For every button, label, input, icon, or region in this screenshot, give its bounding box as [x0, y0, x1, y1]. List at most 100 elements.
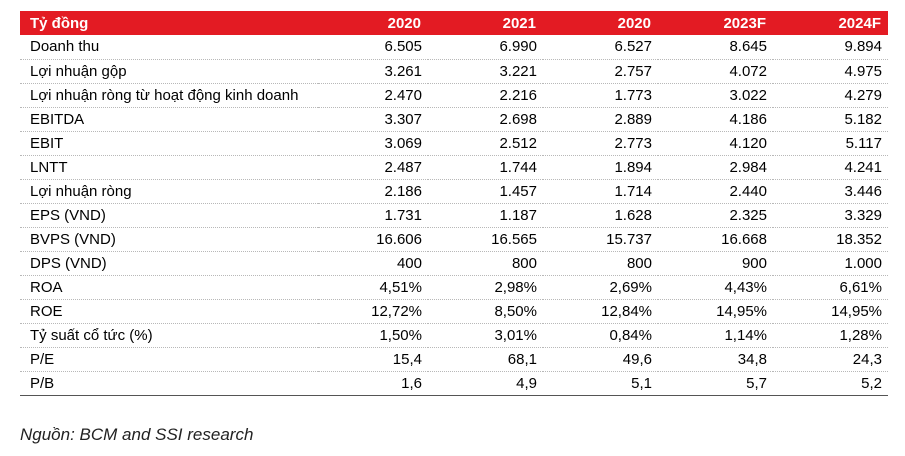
cell-value: 2.512 — [499, 134, 537, 152]
cell-value: 6,61% — [839, 278, 882, 296]
cell-value: 5,7 — [746, 374, 767, 392]
row-label: Lợi nhuận ròng từ hoạt động kinh doanh — [30, 86, 299, 104]
cell-value: 24,3 — [852, 350, 882, 368]
cell-value: 2.698 — [499, 110, 537, 128]
header-year-2: 2021 — [502, 14, 536, 32]
cell-value: 3.221 — [499, 62, 537, 80]
header-year-3: 2020 — [617, 14, 651, 32]
cell-value: 4.072 — [729, 62, 767, 80]
table-row: P/E 15,4 68,1 49,6 34,8 24,3 — [20, 347, 888, 371]
cell-value: 8.645 — [729, 38, 767, 56]
cell-value: 3.069 — [384, 134, 422, 152]
cell-value: 5.182 — [844, 110, 882, 128]
cell-value: 5,2 — [861, 374, 882, 392]
cell-value: 6.527 — [614, 38, 652, 56]
cell-value: 16.606 — [376, 230, 422, 248]
cell-value: 2.440 — [729, 182, 767, 200]
cell-value: 4,9 — [516, 374, 537, 392]
table-row: LNTT 2.487 1.744 1.894 2.984 4.241 — [20, 155, 888, 179]
row-label: LNTT — [30, 158, 68, 176]
cell-value: 1,28% — [839, 326, 882, 344]
cell-value: 6.990 — [499, 38, 537, 56]
cell-value: 1.714 — [614, 182, 652, 200]
cell-value: 1.628 — [614, 206, 652, 224]
cell-value: 2.325 — [729, 206, 767, 224]
cell-value: 1,50% — [379, 326, 422, 344]
cell-value: 1.187 — [499, 206, 537, 224]
cell-value: 400 — [396, 254, 422, 272]
table-row: DPS (VND) 400 800 800 900 1.000 — [20, 251, 888, 275]
cell-value: 800 — [511, 254, 537, 272]
cell-value: 800 — [626, 254, 652, 272]
financial-table: Tỷ đồng 2020 2021 2020 2023F 2024F Doanh… — [20, 11, 888, 396]
cell-value: 49,6 — [622, 350, 652, 368]
cell-value: 2.186 — [384, 182, 422, 200]
row-label: P/E — [30, 350, 55, 368]
row-label: EBIT — [30, 134, 64, 152]
cell-value: 2.470 — [384, 86, 422, 104]
cell-value: 3.022 — [729, 86, 767, 104]
cell-value: 2.773 — [614, 134, 652, 152]
cell-value: 18.352 — [836, 230, 882, 248]
table-row: EBITDA 3.307 2.698 2.889 4.186 5.182 — [20, 107, 888, 131]
cell-value: 0,84% — [609, 326, 652, 344]
row-label: P/B — [30, 374, 55, 392]
cell-value: 16.668 — [721, 230, 767, 248]
cell-value: 68,1 — [507, 350, 537, 368]
table-row: EBIT 3.069 2.512 2.773 4.120 5.117 — [20, 131, 888, 155]
row-label: Tỷ suất cổ tức (%) — [30, 326, 153, 344]
cell-value: 4.975 — [844, 62, 882, 80]
header-year-4: 2023F — [723, 14, 766, 32]
table-row: EPS (VND) 1.731 1.187 1.628 2.325 3.329 — [20, 203, 888, 227]
table-header: Tỷ đồng 2020 2021 2020 2023F 2024F — [20, 11, 888, 35]
cell-value: 3.329 — [844, 206, 882, 224]
table-row: Lợi nhuận ròng 2.186 1.457 1.714 2.440 3.446 — [20, 179, 888, 203]
cell-value: 1.731 — [384, 206, 422, 224]
row-label: Lợi nhuận ròng — [30, 182, 132, 200]
cell-value: 1.744 — [499, 158, 537, 176]
table-body: Doanh thu 6.505 6.990 6.527 8.645 9.894 Lợi nh… — [20, 35, 888, 395]
table-row: P/B 1,6 4,9 5,1 5,7 5,2 — [20, 371, 888, 395]
row-label: EPS (VND) — [30, 206, 106, 224]
cell-value: 4,43% — [724, 278, 767, 296]
cell-value: 2,69% — [609, 278, 652, 296]
cell-value: 9.894 — [844, 38, 882, 56]
table-row: Tỷ suất cổ tức (%) 1,50% 3,01% 0,84% 1,14% 1,… — [20, 323, 888, 347]
cell-value: 15.737 — [606, 230, 652, 248]
cell-value: 34,8 — [737, 350, 767, 368]
cell-value: 1,14% — [724, 326, 767, 344]
table-row: Lợi nhuận gộp 3.261 3.221 2.757 4.072 4.975 — [20, 59, 888, 83]
cell-value: 4.120 — [729, 134, 767, 152]
cell-value: 4.241 — [844, 158, 882, 176]
source-note: Nguồn: BCM and SSI research — [20, 425, 254, 444]
cell-value: 5,1 — [631, 374, 652, 392]
table-row: ROE 12,72% 8,50% 12,84% 14,95% 14,95% — [20, 299, 888, 323]
cell-value: 4,51% — [379, 278, 422, 296]
cell-value: 6.505 — [384, 38, 422, 56]
cell-value: 14,95% — [831, 302, 882, 320]
cell-value: 1.457 — [499, 182, 537, 200]
header-row: Tỷ đồng 2020 2021 2020 2023F 2024F — [20, 11, 888, 35]
cell-value: 2.487 — [384, 158, 422, 176]
cell-value: 2.889 — [614, 110, 652, 128]
row-label: ROA — [30, 278, 63, 296]
cell-value: 3.261 — [384, 62, 422, 80]
cell-value: 900 — [741, 254, 767, 272]
cell-value: 15,4 — [392, 350, 422, 368]
row-label: EBITDA — [30, 110, 85, 128]
cell-value: 2,98% — [494, 278, 537, 296]
cell-value: 3,01% — [494, 326, 537, 344]
cell-value: 14,95% — [716, 302, 767, 320]
cell-value: 1.773 — [614, 86, 652, 104]
cell-value: 4.279 — [844, 86, 882, 104]
cell-value: 1.894 — [614, 158, 652, 176]
header-unit: Tỷ đồng — [30, 14, 89, 32]
row-label: Doanh thu — [30, 38, 100, 56]
table-row: Lợi nhuận ròng từ hoạt động kinh doanh 2.… — [20, 83, 888, 107]
cell-value: 4.186 — [729, 110, 767, 128]
cell-value: 8,50% — [494, 302, 537, 320]
cell-value: 1.000 — [844, 254, 882, 272]
row-label: ROE — [30, 302, 63, 320]
table-row: BVPS (VND) 16.606 16.565 15.737 16.668 18.352 — [20, 227, 888, 251]
